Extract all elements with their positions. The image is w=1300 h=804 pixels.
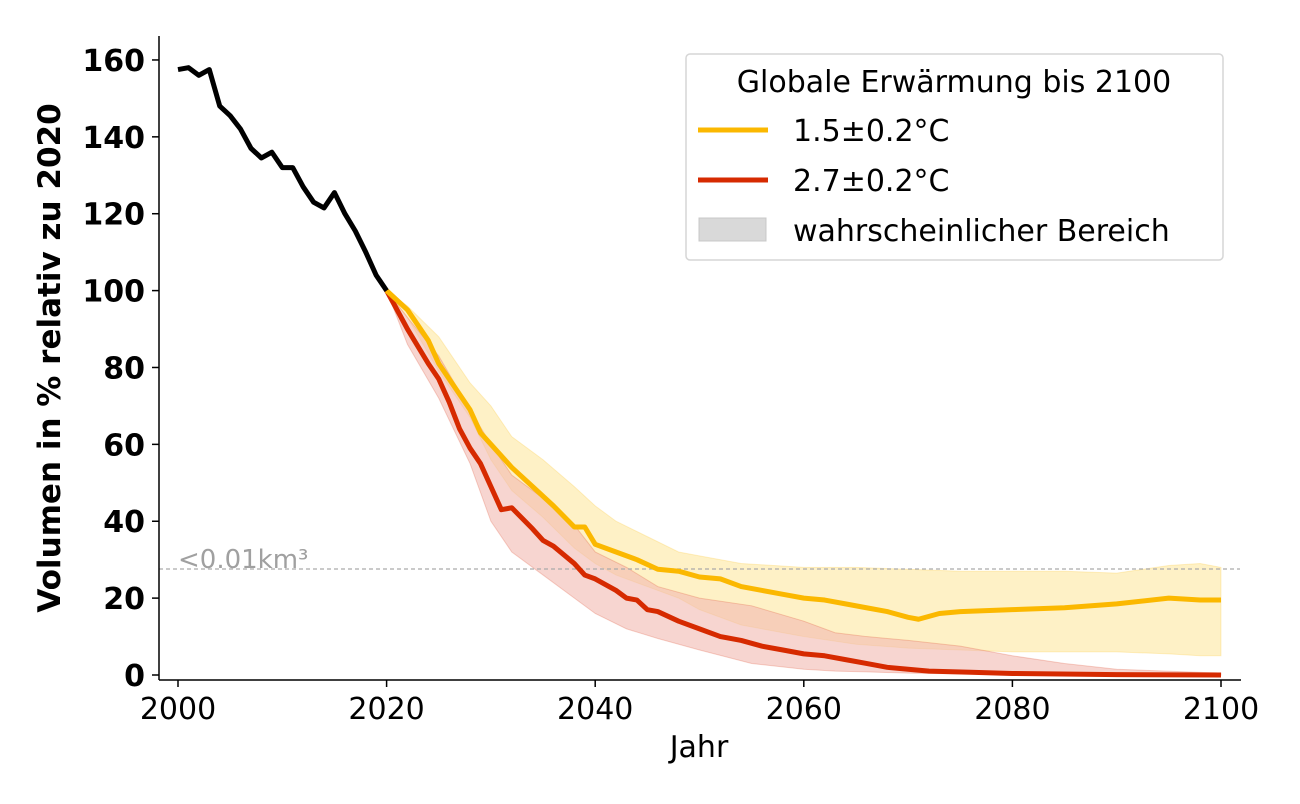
legend-title: Globale Erwärmung bis 2100	[737, 65, 1171, 100]
legend-entry-3: wahrscheinlicher Bereich	[793, 214, 1170, 249]
uncertainty-bands	[386, 290, 1222, 676]
legend: Globale Erwärmung bis 2100 1.5±0.2°C 2.7…	[685, 53, 1224, 261]
x-tick-label: 2040	[557, 692, 633, 727]
series-line-0	[177, 65, 389, 293]
x-tick-label: 2100	[1183, 692, 1259, 727]
y-tick-label: 40	[103, 505, 145, 540]
legend-entry-1: 1.5±0.2°C	[793, 114, 950, 149]
y-tick-label: 80	[103, 351, 145, 386]
y-tick-label: 120	[82, 198, 145, 233]
y-tick-label: 140	[82, 121, 145, 156]
x-tick-label: 2080	[974, 692, 1050, 727]
x-ticks: 2000 2020 2040 2060 2080 2100	[140, 680, 1259, 727]
x-tick-label: 2020	[348, 692, 424, 727]
legend-swatch-range	[698, 217, 767, 242]
legend-entry-2: 2.7±0.2°C	[793, 164, 950, 199]
x-axis-label: Jahr	[668, 730, 729, 765]
legend-box	[685, 53, 1224, 261]
range-band-1	[386, 290, 1222, 657]
x-tick-label: 2060	[766, 692, 842, 727]
y-tick-label: 20	[103, 582, 145, 617]
series-lines	[177, 65, 1222, 678]
y-tick-label: 160	[82, 44, 145, 79]
series-line-2	[384, 289, 1222, 678]
threshold-label: <0.01km³	[178, 545, 308, 575]
series-line-1	[384, 288, 1221, 622]
y-tick-label: 60	[103, 428, 145, 463]
y-axis-label: Volumen in % relativ zu 2020	[32, 103, 68, 612]
x-tick-label: 2000	[140, 692, 216, 727]
y-tick-label: 100	[82, 275, 145, 310]
y-ticks: 0 20 40 60 80 100 120 140 160	[82, 44, 159, 694]
y-tick-label: 0	[124, 659, 145, 694]
